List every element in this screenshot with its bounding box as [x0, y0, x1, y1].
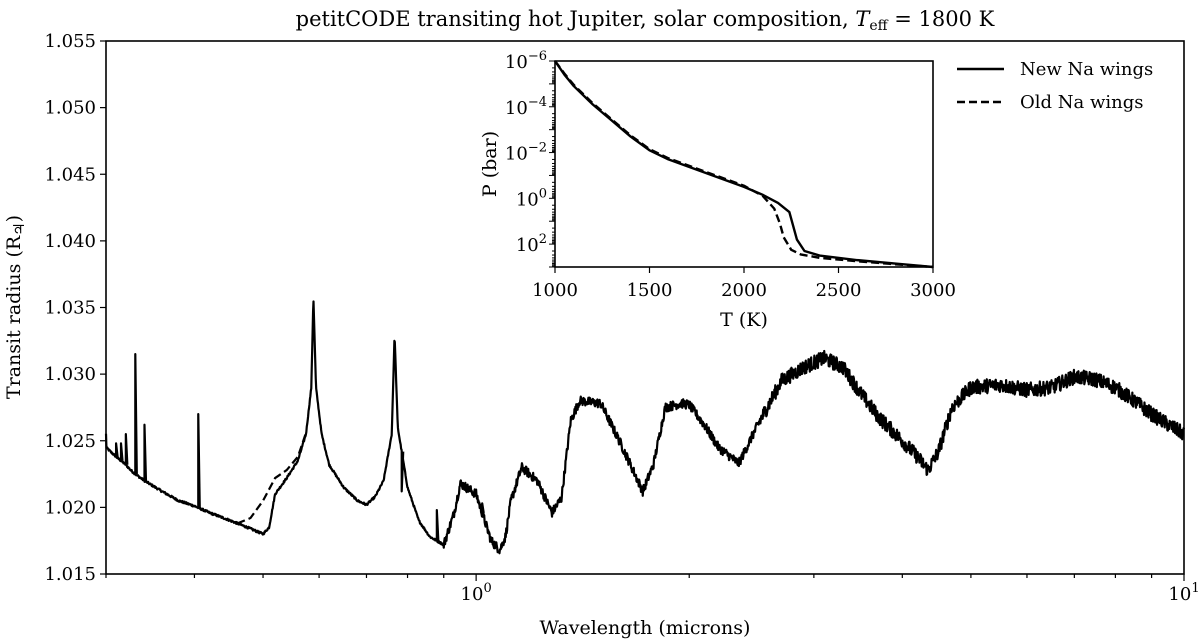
main-series-old-na-wings: [236, 432, 308, 525]
main-y-tick-label: 1.055: [44, 31, 96, 52]
ylabel-main: Transit radius (R: [3, 235, 25, 399]
inset-y-tick-label: 10−4: [505, 95, 547, 119]
main-y-tick-label: 1.035: [44, 298, 96, 319]
main-x-ticks: 100 101: [105, 574, 1200, 605]
inset-y-tick-label: 10−6: [505, 49, 547, 73]
main-y-tick-label: 1.050: [44, 98, 96, 119]
inset-y-axis-label: P (bar): [479, 131, 501, 197]
main-y-tick-label: 1.025: [44, 431, 96, 452]
main-x-axis-label: Wavelength (microns): [540, 617, 751, 639]
main-y-ticks: 1.015 1.020 1.025 1.030 1.035 1.040 1.045 1.050…: [44, 31, 106, 585]
title-var: T: [855, 7, 871, 31]
inset-series-old-na-wings: [554, 60, 934, 269]
main-x-tick-label: 100: [461, 581, 492, 605]
title-rest: = 1800 K: [888, 7, 995, 31]
inset-plot-background: [555, 61, 933, 267]
inset-y-tick-label: 100: [516, 186, 547, 210]
inset-x-axis-label: T (K): [720, 309, 768, 331]
inset-x-tick-label: 3000: [910, 280, 956, 301]
inset-x-tick-label: 2500: [816, 280, 862, 301]
inset-x-tick-label: 2000: [721, 280, 767, 301]
main-y-tick-label: 1.045: [44, 164, 96, 185]
main-series-group: [104, 300, 1186, 555]
inset-y-ticks: 10−6 10−4 10−2 100 102: [505, 49, 555, 268]
main-y-tick-label: 1.020: [44, 497, 96, 518]
title-sub: eff: [869, 18, 888, 34]
chart-title: petitCODE transiting hot Jupiter, solar …: [296, 7, 995, 34]
main-y-tick-label: 1.030: [44, 364, 96, 385]
inset-x-ticks: 1000 1500 2000 2500 3000: [532, 267, 956, 301]
inset-x-tick-label: 1500: [627, 280, 673, 301]
inset-x-tick-label: 1000: [532, 280, 578, 301]
title-main: petitCODE transiting hot Jupiter, solar …: [296, 7, 856, 31]
main-axes: 1.015 1.020 1.025 1.030 1.035 1.040 1.045 1.050…: [3, 31, 1200, 639]
inset-axes: 1000 1500 2000 2500 3000 10−610−410−2100102 …: [479, 49, 956, 331]
legend-label-new: New Na wings: [1020, 59, 1153, 80]
inset-series-group: [554, 60, 934, 269]
main-y-axis-label: Transit radius (R♃): [3, 215, 28, 399]
main-y-tick-label: 1.015: [44, 564, 96, 585]
legend-label-old: Old Na wings: [1020, 92, 1143, 113]
main-x-tick-label: 101: [1168, 581, 1199, 605]
jupiter-symbol: ♃: [10, 222, 28, 235]
main-y-tick-label: 1.040: [44, 231, 96, 252]
inset-y-tick-label: 102: [516, 232, 547, 256]
legend: New Na wings Old Na wings: [957, 59, 1153, 113]
ylabel-end: ): [3, 215, 25, 222]
main-series-new-na-wings: [104, 300, 1186, 555]
inset-y-tick-label: 10−2: [505, 141, 547, 165]
